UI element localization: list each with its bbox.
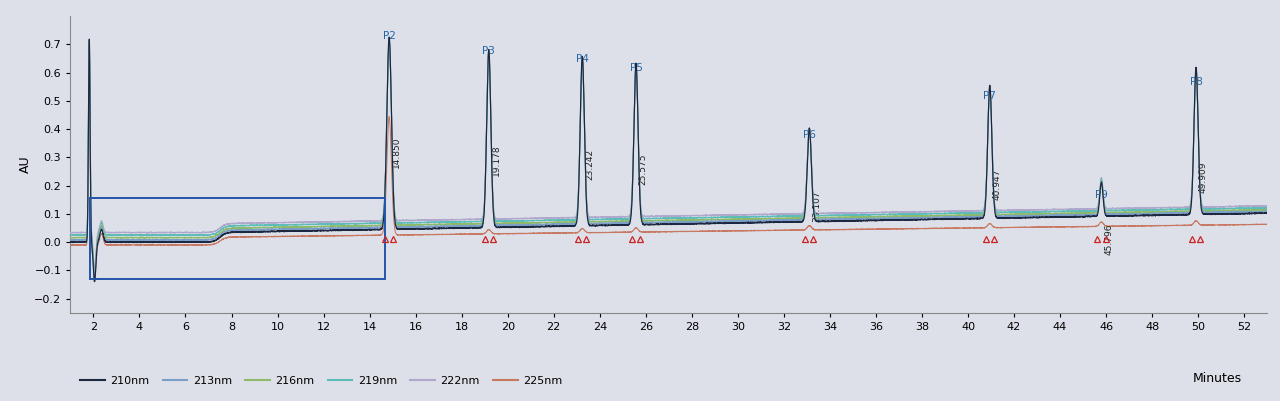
Bar: [90, 198, 384, 279]
Text: P8: P8: [1189, 77, 1202, 87]
Text: 19.178: 19.178: [492, 144, 500, 176]
Text: P6: P6: [803, 130, 815, 140]
Text: 45.796: 45.796: [1105, 223, 1114, 255]
Text: Minutes: Minutes: [1193, 372, 1242, 385]
Text: P3: P3: [483, 46, 495, 56]
Text: 14.850: 14.850: [392, 136, 401, 168]
Legend: 210nm, 213nm, 216nm, 219nm, 222nm, 225nm: 210nm, 213nm, 216nm, 219nm, 222nm, 225nm: [76, 372, 567, 391]
Text: 25.575: 25.575: [639, 154, 648, 185]
Text: 49.909: 49.909: [1199, 161, 1208, 193]
Y-axis label: AU: AU: [18, 156, 32, 173]
Text: P2: P2: [383, 31, 396, 41]
Text: P5: P5: [630, 63, 643, 73]
Text: P7: P7: [983, 91, 996, 101]
Text: P4: P4: [576, 54, 589, 64]
Text: 23.242: 23.242: [585, 149, 594, 180]
Text: P9: P9: [1094, 190, 1107, 200]
Text: 33.107: 33.107: [812, 191, 820, 223]
Text: 40.947: 40.947: [992, 169, 1001, 200]
